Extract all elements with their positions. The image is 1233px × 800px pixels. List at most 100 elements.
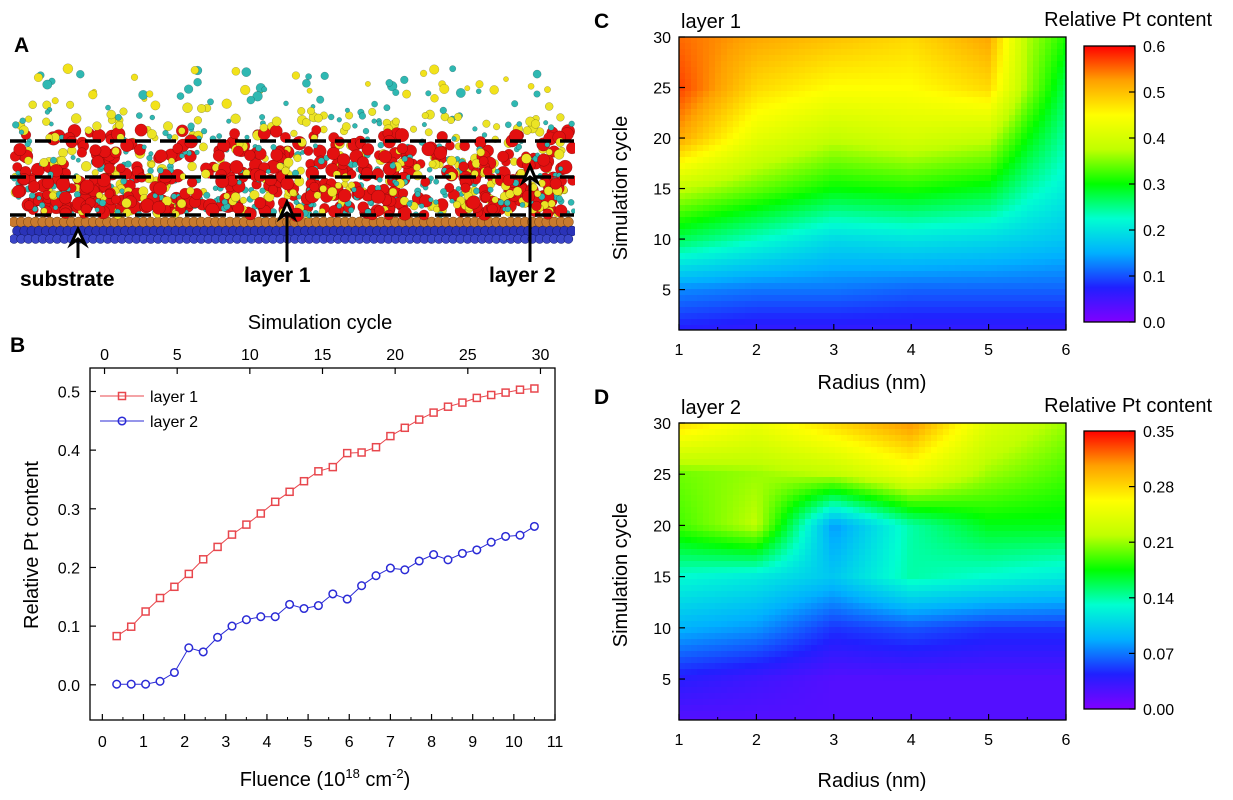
heatmap-cell xyxy=(1003,121,1010,128)
heatmap-cell xyxy=(715,217,722,224)
heatmap-cell xyxy=(991,283,998,290)
heatmap-cell xyxy=(841,187,848,194)
heatmap-cell xyxy=(919,37,926,44)
heatmap-cell xyxy=(877,157,884,164)
gas-fragment xyxy=(33,72,43,83)
deposit-atom xyxy=(105,104,111,111)
heatmap-cell xyxy=(763,235,770,242)
heatmap-cell xyxy=(925,313,932,320)
heatmap-cell xyxy=(985,223,992,230)
heatmap-cell xyxy=(697,435,704,442)
heatmap-cell xyxy=(769,133,776,140)
heatmap-cell xyxy=(805,91,812,98)
heatmap-cell xyxy=(1033,169,1040,176)
heatmap-cell xyxy=(913,133,920,140)
heatmap-cell xyxy=(763,163,770,170)
heatmap-cell xyxy=(847,79,854,86)
deposit-atom xyxy=(396,142,408,155)
heatmap-cell xyxy=(835,79,842,86)
heatmap-cell xyxy=(955,241,962,248)
heatmap-cell xyxy=(835,271,842,278)
deposit-atom xyxy=(290,129,298,138)
heatmap-cell xyxy=(931,97,938,104)
heatmap-cell xyxy=(949,307,956,314)
heatmap-cell xyxy=(967,271,974,278)
deposit-atom xyxy=(203,191,211,199)
heatmap-cell xyxy=(949,223,956,230)
heatmap-cell xyxy=(913,151,920,158)
heatmap-cell xyxy=(1027,67,1034,74)
heatmap-cell xyxy=(697,253,704,260)
heatmap-cell xyxy=(739,211,746,218)
heatmap-cell xyxy=(727,103,734,110)
gas-fragment xyxy=(475,88,482,95)
heatmap-cell xyxy=(697,229,704,236)
heatmap-cell xyxy=(913,235,920,242)
heatmap-cell xyxy=(739,43,746,50)
heatmap-cell xyxy=(691,687,698,694)
data-point-layer-2 xyxy=(443,555,453,565)
heatmap-cell xyxy=(943,163,950,170)
heatmap-cell xyxy=(751,199,758,206)
heatmap-cell xyxy=(895,121,902,128)
heatmap-cell xyxy=(841,307,848,314)
heatmap-cell xyxy=(895,193,902,200)
panel-a: A substrate layer 1 layer 2 xyxy=(10,34,575,291)
heatmap-cell xyxy=(1027,151,1034,158)
heatmap-cell xyxy=(799,121,806,128)
heatmap-cell xyxy=(871,61,878,68)
heatmap-cell xyxy=(859,79,866,86)
heatmap-cell xyxy=(1033,61,1040,68)
heatmap-cell xyxy=(829,295,836,302)
heatmap-cell xyxy=(985,55,992,62)
heatmap-cell xyxy=(883,283,890,290)
gas-fragment xyxy=(42,79,53,90)
heatmap-cell xyxy=(1009,241,1016,248)
heatmap-cell xyxy=(967,241,974,248)
heatmap-cell xyxy=(1033,199,1040,206)
heatmap-cell xyxy=(817,109,824,116)
heatmap-cell xyxy=(715,295,722,302)
heatmap-cell xyxy=(709,103,716,110)
heatmap-cell xyxy=(967,55,974,62)
gas-fragment xyxy=(316,95,325,104)
heatmap-cell xyxy=(913,37,920,44)
heatmap-cell xyxy=(967,151,974,158)
heatmap-cell xyxy=(955,211,962,218)
heatmap-cell xyxy=(697,615,704,622)
heatmap-cell xyxy=(907,253,914,260)
heatmap-cell xyxy=(841,175,848,182)
heatmap-cell xyxy=(955,229,962,236)
heatmap-cell xyxy=(697,675,704,682)
heatmap-cell xyxy=(751,55,758,62)
heatmap-cell xyxy=(937,247,944,254)
heatmap-cell xyxy=(679,423,686,430)
heatmap-cell xyxy=(1045,55,1052,62)
heatmap-cell xyxy=(949,319,956,326)
heatmap-cell xyxy=(811,121,818,128)
heatmap-cell xyxy=(793,211,800,218)
heatmap-cell xyxy=(1039,43,1046,50)
data-point-layer-1 xyxy=(126,622,136,631)
heatmap-cell xyxy=(985,199,992,206)
x-tick-label-b: 1 xyxy=(139,734,148,751)
heatmap-cell xyxy=(799,319,806,326)
heatmap-cell xyxy=(835,127,842,134)
heatmap-cell xyxy=(769,283,776,290)
x-tick-label: 5 xyxy=(984,342,993,359)
heatmap-cell xyxy=(925,289,932,296)
heatmap-cell xyxy=(793,175,800,182)
heatmap-cell xyxy=(979,277,986,284)
gas-fragment xyxy=(76,69,85,79)
heatmap-cell xyxy=(997,37,1004,44)
heatmap-cell xyxy=(931,199,938,206)
heatmap-cell xyxy=(781,199,788,206)
heatmap-cell xyxy=(727,127,734,134)
heatmap-cell xyxy=(679,217,686,224)
heatmap-cell xyxy=(985,127,992,134)
heatmap-cell xyxy=(961,49,968,56)
heatmap-cell xyxy=(859,169,866,176)
heatmap-cell xyxy=(757,115,764,122)
heatmap-cell xyxy=(949,37,956,44)
heatmap-cell xyxy=(931,211,938,218)
